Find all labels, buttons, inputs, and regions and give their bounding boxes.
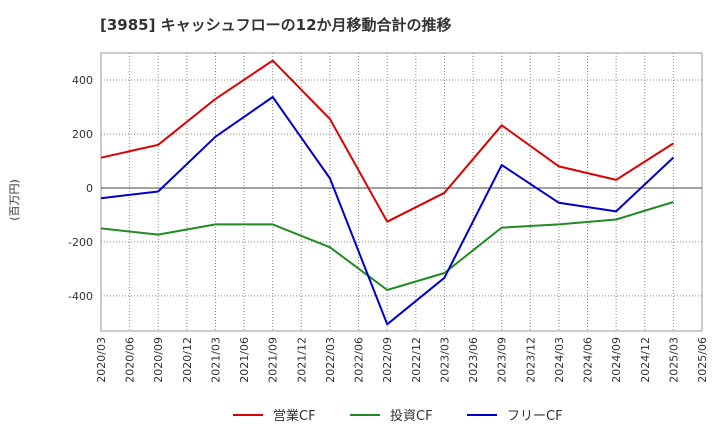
x-tick-label: 2024/12 <box>639 337 652 383</box>
legend-label: 営業CF <box>273 408 316 424</box>
chart-title: [3985] キャッシュフローの12か月移動合計の推移 <box>100 16 452 34</box>
x-tick-label: 2021/03 <box>209 337 222 383</box>
y-tick-label: 400 <box>72 74 93 87</box>
x-tick-label: 2023/09 <box>496 337 509 383</box>
x-tick-label: 2020/12 <box>181 337 194 383</box>
y-tick-label: 0 <box>86 182 93 195</box>
series-line-1 <box>100 59 674 223</box>
x-tick-label: 2021/09 <box>267 337 280 383</box>
x-tick-label: 2023/12 <box>524 337 537 383</box>
x-tick-label: 2025/06 <box>696 337 709 383</box>
y-axis-label: (百万円) <box>8 179 21 221</box>
series-line-3 <box>100 96 675 326</box>
x-tick-label: 2024/03 <box>553 337 566 383</box>
x-tick-label: 2020/03 <box>95 337 108 383</box>
x-tick-label: 2024/09 <box>610 337 623 383</box>
x-tick-label: 2022/06 <box>353 337 366 383</box>
y-tick-label: -200 <box>68 236 93 249</box>
series-line-2 <box>100 201 674 291</box>
x-tick-label: 2020/09 <box>152 337 165 383</box>
x-tick-label: 2023/03 <box>438 337 451 383</box>
x-tick-label: 2020/06 <box>124 337 137 383</box>
series-lines <box>100 59 675 326</box>
legend-label: 投資CF <box>390 408 433 424</box>
plot-area <box>100 52 703 332</box>
y-tick-labels: 400 200 0 -200 -400 <box>68 74 93 303</box>
legend-label: フリーCF <box>507 409 563 424</box>
legend: 営業CF 投資CF フリーCF <box>233 408 563 424</box>
y-tick-label: -400 <box>68 290 93 303</box>
y-tick-label: 200 <box>72 128 93 141</box>
x-tick-label: 2023/06 <box>467 337 480 383</box>
x-tick-label: 2022/03 <box>324 337 337 383</box>
x-tick-label: 2022/09 <box>381 337 394 383</box>
x-tick-labels: 2020/03 2020/06 2020/09 2020/12 2021/03 2021/… <box>95 337 709 383</box>
x-tick-label: 2025/03 <box>667 337 680 383</box>
x-tick-label: 2024/06 <box>582 337 595 383</box>
x-tick-label: 2021/06 <box>238 337 251 383</box>
x-tick-label: 2021/12 <box>295 337 308 383</box>
x-tick-label: 2022/12 <box>410 337 423 383</box>
grid-lines <box>101 53 702 331</box>
